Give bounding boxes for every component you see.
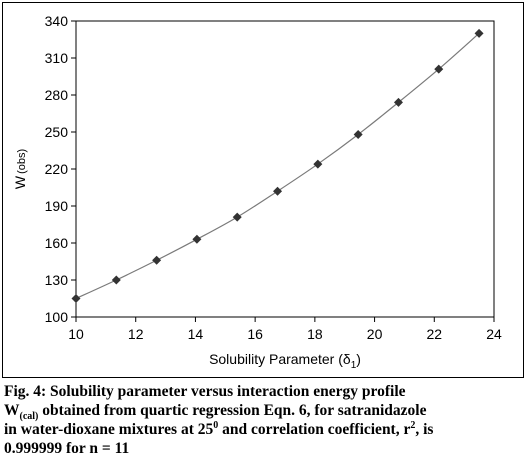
data-point-marker — [71, 294, 81, 303]
fit-curve — [75, 32, 480, 300]
caption-line-4: 0.999999 for n = 11 — [4, 440, 130, 457]
y-tick-label: 310 — [45, 50, 69, 66]
figure-panel: 10 12 14 16 18 20 22 24 100 130 160 190 220 250 280 31… — [2, 2, 524, 378]
y-tick-label: 280 — [45, 87, 69, 103]
y-axis-title: W(obs) — [12, 149, 28, 189]
data-point-marker — [474, 28, 484, 38]
data-point-marker — [232, 212, 242, 222]
x-tick-label: 14 — [188, 326, 204, 342]
data-point-marker — [353, 129, 363, 139]
x-tick-label: 18 — [307, 326, 323, 342]
caption-line-3-pre: in water-dioxane mixtures at 25 — [4, 421, 214, 438]
caption-line-2: W(cal) obtained from quartic regression … — [4, 401, 524, 423]
x-tick-label: 24 — [486, 326, 502, 342]
x-axis-title: Solubility Parameter (δ1) — [209, 351, 361, 371]
series-group — [71, 28, 484, 303]
data-point-marker — [152, 255, 162, 265]
plot-area — [75, 20, 495, 318]
caption-line-3: in water-dioxane mixtures at 250 and cor… — [4, 420, 524, 439]
caption-w-subscript: (cal) — [19, 411, 39, 423]
data-point-marker — [393, 97, 403, 107]
y-tick-label: 220 — [45, 161, 69, 177]
caption-line-3-mid: and correlation coefficient, r — [218, 421, 411, 438]
x-tick-label: 20 — [367, 326, 383, 342]
y-tick-label: 160 — [45, 235, 69, 251]
data-point-marker — [111, 275, 121, 285]
y-tick-label: 340 — [45, 13, 69, 29]
data-point-marker — [192, 234, 202, 244]
x-tick-label: 22 — [426, 326, 442, 342]
y-axis-ticks: 100 130 160 190 220 250 280 310 340 — [45, 13, 76, 325]
degree-superscript: 0 — [213, 419, 219, 431]
y-tick-label: 130 — [45, 272, 69, 288]
r-squared-superscript: 2 — [410, 419, 416, 431]
x-axis-ticks: 10 12 14 16 18 20 22 24 — [68, 317, 502, 342]
x-tick-label: 16 — [247, 326, 263, 342]
data-point-marker — [273, 186, 283, 196]
chart: 10 12 14 16 18 20 22 24 100 130 160 190 220 250 280 31… — [12, 13, 502, 371]
data-point-marker — [313, 159, 323, 169]
caption-w: W — [4, 402, 20, 419]
x-tick-label: 10 — [68, 326, 84, 342]
y-tick-label: 190 — [45, 198, 69, 214]
caption-line-1: Fig. 4: Solubility parameter versus inte… — [4, 383, 406, 400]
caption-line-2-text: obtained from quartic regression Eqn. 6,… — [38, 402, 427, 419]
x-tick-label: 12 — [128, 326, 144, 342]
caption-line-3-post: , is — [415, 421, 434, 438]
y-tick-label: 100 — [45, 309, 69, 325]
figure-caption: Fig. 4: Solubility parameter versus inte… — [4, 382, 524, 458]
data-point-marker — [434, 64, 444, 74]
y-tick-label: 250 — [45, 124, 69, 140]
